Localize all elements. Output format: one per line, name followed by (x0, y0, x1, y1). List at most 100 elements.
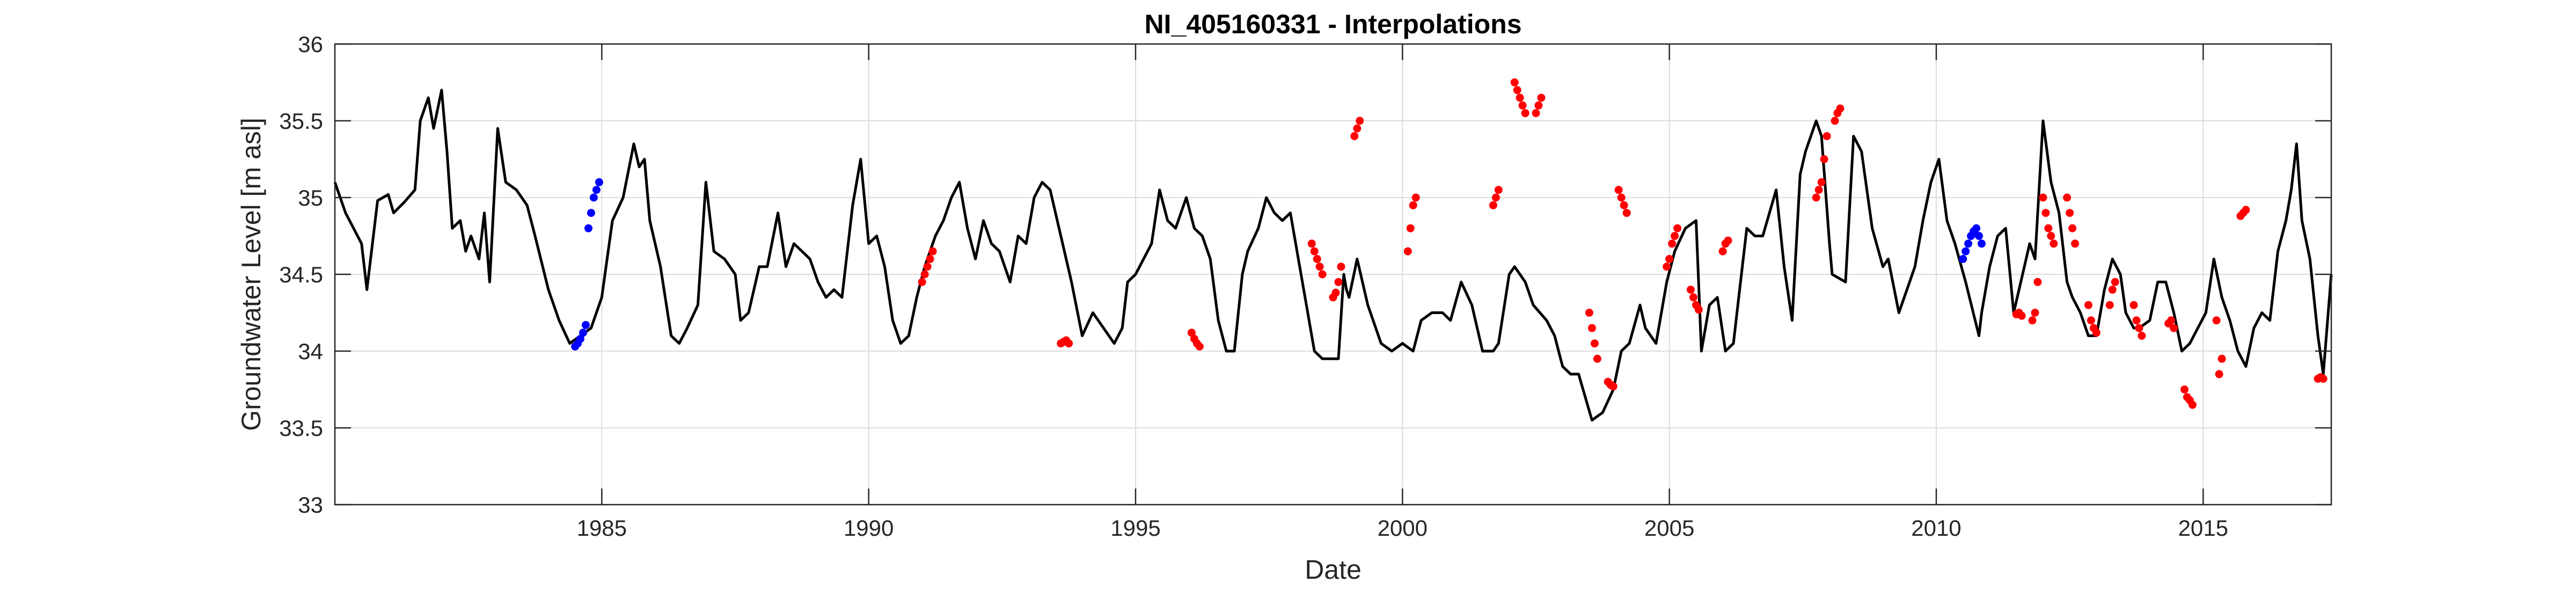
interpolated-point-red (1406, 224, 1415, 232)
interpolated-point-red (1663, 263, 1671, 271)
interpolated-point-red (2050, 239, 2058, 248)
interpolated-point-red (2071, 239, 2080, 248)
interpolated-point-red (918, 278, 926, 286)
interpolated-point-red (2167, 316, 2176, 325)
interpolated-point-red (1620, 201, 1628, 209)
y-tick-label: 35.5 (279, 108, 323, 134)
interpolated-point-red (1510, 78, 1519, 86)
interpolated-point-blue (584, 224, 592, 232)
interpolated-point-blue (1978, 239, 1986, 248)
interpolated-point-red (1513, 86, 1521, 94)
interpolated-point-red (2188, 400, 2197, 409)
interpolated-point-red (2180, 385, 2189, 394)
chart-title: NI_405160331 - Interpolations (1144, 9, 1521, 39)
interpolated-point-red (2068, 224, 2077, 232)
interpolated-point-red (1724, 236, 1732, 245)
x-tick-label: 1985 (577, 515, 627, 541)
x-tick-label: 2010 (1911, 515, 1961, 541)
interpolated-point-blue (587, 209, 595, 217)
interpolated-point-blue (592, 186, 601, 194)
y-tick-label: 34.5 (279, 262, 323, 287)
interpolated-point-red (1409, 201, 1417, 209)
y-tick-label: 36 (298, 32, 323, 57)
interpolated-point-red (1489, 201, 1497, 209)
interpolated-point-blue (1975, 232, 1983, 240)
interpolated-point-red (1593, 354, 1601, 363)
interpolated-point-blue (1959, 254, 1967, 263)
interpolated-point-red (1353, 124, 1362, 133)
interpolated-point-red (1820, 155, 1828, 163)
series-layer (333, 78, 2333, 422)
interpolated-point-red (2033, 278, 2042, 286)
interpolated-point-red (1590, 339, 1599, 348)
interpolated-point-red (1673, 224, 1682, 232)
tick-marks (335, 43, 2331, 506)
interpolated-point-red (2218, 354, 2226, 363)
y-tick-label: 34 (298, 339, 323, 364)
interpolated-point-red (2319, 375, 2328, 383)
interpolated-point-red (1518, 101, 1527, 110)
interpolated-point-red (1411, 193, 1420, 202)
interpolated-point-red (1065, 339, 1073, 348)
interpolated-point-red (1337, 263, 1345, 271)
interpolated-point-red (1614, 186, 1623, 194)
interpolated-point-red (1331, 288, 1340, 297)
interpolated-point-red (2031, 309, 2039, 317)
interpolated-point-red (1814, 186, 1823, 194)
y-axis-title: Groundwater Level [m asl] (236, 118, 266, 431)
interpolated-point-red (2135, 324, 2143, 332)
interpolated-point-red (1195, 342, 1204, 351)
interpolated-point-red (1315, 263, 1324, 271)
series-line (333, 89, 2333, 422)
x-tick-label: 2015 (2178, 515, 2228, 541)
interpolated-point-red (1334, 278, 1343, 286)
interpolated-point-red (2084, 301, 2092, 309)
x-axis-title: Date (1305, 555, 1362, 585)
interpolated-point-red (1836, 104, 1845, 113)
interpolated-point-red (1587, 324, 1596, 332)
interpolated-point-red (2132, 316, 2141, 325)
x-tick-label: 1990 (844, 515, 894, 541)
interpolated-point-red (926, 254, 934, 263)
interpolated-point-red (1537, 93, 1546, 102)
interpolated-point-red (1689, 293, 1697, 302)
interpolated-point-red (2108, 286, 2117, 294)
interpolated-point-red (1307, 239, 1316, 248)
interpolated-point-red (1356, 116, 1364, 125)
interpolated-point-red (1350, 132, 1359, 141)
interpolated-point-red (923, 263, 932, 271)
interpolated-point-red (1494, 186, 1503, 194)
interpolated-point-red (1534, 101, 1543, 110)
interpolated-point-red (2039, 193, 2047, 202)
interpolated-point-red (1310, 247, 1319, 256)
interpolated-point-red (2044, 224, 2053, 232)
interpolated-point-blue (582, 321, 590, 329)
x-tick-label: 1995 (1110, 515, 1160, 541)
interpolated-point-red (2063, 193, 2072, 202)
interpolated-point-red (1532, 109, 1540, 118)
interpolated-point-red (1817, 178, 1826, 186)
interpolated-point-red (2087, 316, 2095, 325)
interpolated-point-red (2017, 311, 2026, 320)
interpolated-point-red (2212, 316, 2221, 325)
interpolated-point-red (1491, 193, 1500, 202)
interpolated-point-red (2092, 329, 2101, 337)
interpolated-point-red (2028, 316, 2037, 325)
x-tick-label: 2005 (1644, 515, 1694, 541)
interpolated-point-red (1609, 382, 1618, 391)
interpolated-point-red (2047, 232, 2055, 240)
interpolated-point-red (1668, 239, 1677, 248)
interpolated-point-red (1694, 305, 1703, 314)
interpolated-point-red (1313, 254, 1321, 263)
interpolated-point-red (2111, 278, 2119, 286)
interpolated-point-red (2041, 209, 2050, 217)
interpolated-point-red (1318, 270, 1327, 279)
y-tick-label: 33.5 (279, 416, 323, 441)
interpolated-point-blue (1962, 247, 1970, 256)
interpolated-point-red (1403, 247, 1412, 256)
y-tick-label: 33 (298, 492, 323, 518)
interpolated-point-blue (595, 178, 603, 186)
interpolated-point-red (1831, 116, 1839, 125)
